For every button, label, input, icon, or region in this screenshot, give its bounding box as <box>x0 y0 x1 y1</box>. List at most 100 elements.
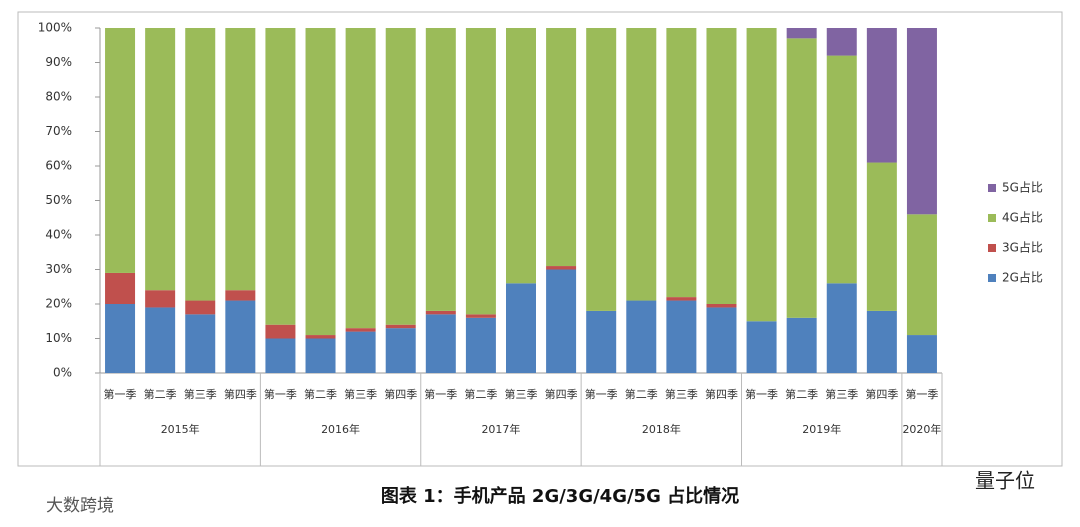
legend-swatch <box>988 274 996 282</box>
bar-segment <box>105 272 136 304</box>
caption: 图表 1：手机产品 2G/3G/4G/5G 占比情况 <box>381 485 739 507</box>
bar-segment <box>706 28 737 304</box>
bar-segment <box>105 304 136 373</box>
x-tick-label: 第一季 <box>905 387 938 401</box>
watermark: 量子位 <box>975 469 1035 493</box>
bar-segment <box>586 310 617 373</box>
bar-segment <box>265 338 296 373</box>
bar-segment <box>225 28 256 291</box>
x-tick-label: 第三季 <box>184 387 217 401</box>
x-tick-label: 第二季 <box>785 387 818 401</box>
bar-segment <box>465 314 496 318</box>
x-tick-label: 第一季 <box>424 387 457 401</box>
bar-segment <box>425 310 456 315</box>
y-tick-label: 60% <box>45 159 72 173</box>
bar-segment <box>906 214 937 336</box>
y-tick-label: 50% <box>45 193 72 207</box>
bar-segment <box>145 28 176 291</box>
x-tick-label: 第三季 <box>665 387 698 401</box>
bar-segment <box>385 328 416 373</box>
bar-segment <box>185 300 216 315</box>
watermark: 大数跨境 <box>46 496 114 516</box>
bar-segment <box>506 283 536 373</box>
y-tick-label: 90% <box>45 55 72 69</box>
x-tick-label: 第二季 <box>304 387 337 401</box>
bar-segment <box>425 28 456 311</box>
x-tick-label: 第四季 <box>545 387 578 401</box>
group-label: 2020年 <box>902 422 941 436</box>
y-tick-label: 20% <box>45 297 72 311</box>
group-label: 2015年 <box>161 422 200 436</box>
legend-label: 4G占比 <box>1002 210 1043 225</box>
bar-segment <box>866 28 897 163</box>
x-tick-label: 第三季 <box>344 387 377 401</box>
bar-segment <box>546 28 577 267</box>
bar-segment <box>786 28 817 39</box>
legend-swatch <box>988 184 996 192</box>
bar-segment <box>345 331 376 373</box>
y-tick-label: 80% <box>45 90 72 104</box>
y-tick-label: 0% <box>53 366 72 380</box>
bar-segment <box>225 290 256 301</box>
legend-swatch <box>988 214 996 222</box>
bar-segment <box>506 28 536 284</box>
bar-segment <box>465 28 496 315</box>
bar-segment <box>265 28 296 325</box>
bar-segment <box>626 300 657 373</box>
bar-segment <box>586 28 617 311</box>
bar-segment <box>225 300 256 373</box>
bar-segment <box>546 269 577 373</box>
bar-segment <box>906 335 937 373</box>
bar-segment <box>465 317 496 373</box>
group-label: 2017年 <box>481 422 520 436</box>
bar-segment <box>746 28 777 322</box>
bar-segment <box>305 335 336 339</box>
x-tick-label: 第一季 <box>264 387 297 401</box>
bar-segment <box>666 297 697 301</box>
bar-segment <box>345 28 376 329</box>
bar-segment <box>385 28 416 325</box>
bar-segment <box>826 55 857 284</box>
bar-segment <box>145 307 176 373</box>
x-tick-label: 第二季 <box>625 387 658 401</box>
bar-segment <box>265 324 296 339</box>
bar-segment <box>626 28 657 301</box>
y-tick-label: 100% <box>38 21 72 35</box>
x-tick-label: 第二季 <box>144 387 177 401</box>
bar-segment <box>906 28 937 215</box>
bar-segment <box>345 328 376 332</box>
group-label: 2019年 <box>802 422 841 436</box>
bar-segment <box>786 317 817 373</box>
bar-segment <box>546 266 577 270</box>
y-tick-label: 70% <box>45 124 72 138</box>
legend-label: 3G占比 <box>1002 240 1043 255</box>
x-tick-label: 第四季 <box>384 387 417 401</box>
bar-segment <box>786 38 817 318</box>
bar-segment <box>425 314 456 373</box>
y-tick-label: 40% <box>45 228 72 242</box>
legend-swatch <box>988 244 996 252</box>
bar-segment <box>105 28 136 273</box>
bar-segment <box>706 307 737 373</box>
x-tick-label: 第四季 <box>705 387 738 401</box>
legend-label: 5G占比 <box>1002 180 1043 195</box>
bar-segment <box>666 300 697 373</box>
bar-segment <box>826 28 857 56</box>
x-tick-label: 第一季 <box>104 387 137 401</box>
x-tick-label: 第一季 <box>745 387 778 401</box>
bar-segment <box>305 338 336 373</box>
bar-segment <box>746 321 777 373</box>
x-tick-label: 第一季 <box>585 387 618 401</box>
bar-segment <box>185 314 216 373</box>
y-tick-label: 10% <box>45 331 72 345</box>
bar-segment <box>826 283 857 373</box>
x-tick-label: 第三季 <box>505 387 538 401</box>
legend-label: 2G占比 <box>1002 270 1043 285</box>
x-tick-label: 第四季 <box>865 387 898 401</box>
bar-segment <box>385 324 416 329</box>
bar-segment <box>145 290 176 308</box>
group-label: 2018年 <box>642 422 681 436</box>
bar-segment <box>305 28 336 336</box>
x-tick-label: 第四季 <box>224 387 257 401</box>
